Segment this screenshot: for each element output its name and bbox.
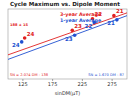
fit-line: [8, 16, 127, 60]
chart: Cycle Maximum vs. Dipole Moment 125 175 225…: [0, 0, 130, 97]
point-label: 24: [12, 42, 20, 48]
annotation: SN = 2.074 DM - 138: [10, 73, 49, 77]
series-label: 1-year Average: [60, 18, 102, 24]
x-tick-label: 225: [78, 81, 88, 87]
x-tick-label: 125: [18, 81, 28, 87]
annotation: SN = 1.670 DM - 87: [88, 73, 124, 77]
labels: 2423222124232221: [12, 8, 124, 48]
x-tick-label: 275: [107, 81, 117, 87]
annotation: 188 ± 15: [10, 23, 29, 27]
point: [23, 36, 27, 40]
point-label: 22: [85, 23, 93, 29]
point-label: 21: [107, 20, 115, 26]
x-tick-label: 175: [48, 81, 58, 87]
x-label: sinDM(µT): [55, 90, 81, 97]
point-label: 23: [74, 23, 82, 29]
plot-frame: [8, 9, 127, 79]
point: [20, 40, 24, 44]
fit-line: [8, 13, 127, 55]
title: Cycle Maximum vs. Dipole Moment: [10, 1, 120, 8]
marks: [8, 13, 127, 60]
point-label: 23: [65, 36, 73, 42]
point-label: 21: [116, 8, 124, 14]
point-label: 24: [27, 31, 35, 37]
